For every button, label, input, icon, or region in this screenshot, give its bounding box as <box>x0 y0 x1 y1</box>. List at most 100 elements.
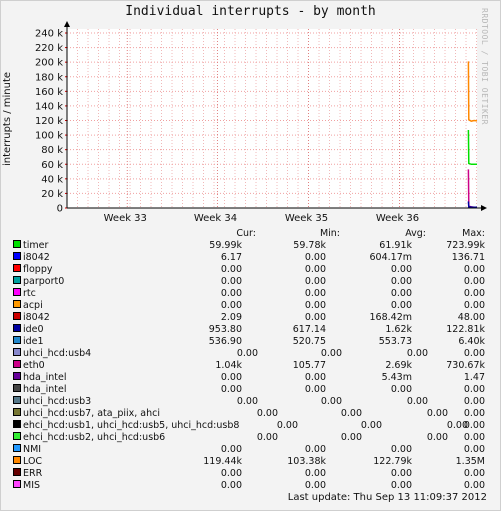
legend-max: 136.71 <box>451 252 485 263</box>
legend-max: 0.00 <box>463 420 485 431</box>
legend-min: 0.00 <box>304 312 326 323</box>
legend-max: 122.81k <box>446 324 485 335</box>
legend-swatch <box>13 324 21 332</box>
legend-row: i8042 2.09 0.00 168.42m 48.00 <box>0 312 501 324</box>
legend-cur: 0.00 <box>220 468 242 479</box>
legend-header: Cur: Min: Avg: Max: <box>0 228 501 240</box>
legend-row: LOC 119.44k 103.38k 122.79k 1.35M <box>0 456 501 468</box>
legend-swatch <box>13 444 21 452</box>
legend-cur: 953.80 <box>208 324 242 335</box>
legend-swatch <box>13 396 21 404</box>
series-line-ide0 <box>467 201 477 209</box>
legend-avg: 604.17m <box>369 252 413 263</box>
y-tick-label: 180 k <box>35 72 63 83</box>
legend-avg: 5.43m <box>381 372 412 383</box>
legend-name: hda_intel <box>23 384 67 395</box>
legend-swatch <box>13 480 21 488</box>
legend-min: 0.00 <box>360 420 382 431</box>
legend-min: 617.14 <box>292 324 326 335</box>
x-tick-label: Week 36 <box>376 213 419 224</box>
legend-row: timer 59.99k 59.78k 61.91k 723.99k <box>0 240 501 252</box>
legend-swatch <box>13 360 21 368</box>
legend-max: 0.00 <box>463 432 485 443</box>
last-update: Last update: Thu Sep 13 11:09:37 2012 <box>287 492 487 503</box>
legend-name: eth0 <box>23 360 45 371</box>
legend-swatch <box>13 276 21 284</box>
legend-max: 0.00 <box>463 288 485 299</box>
legend-max: 0.00 <box>463 468 485 479</box>
legend-swatch <box>13 300 21 308</box>
legend-name: i8042 <box>23 252 50 263</box>
y-tick-label: 140 k <box>35 101 63 112</box>
chart-svg: 0 20 k 40 k 60 k 80 k 100 k 120 k 140 k 160 k 180… <box>35 21 487 224</box>
x-tick-label: Week 35 <box>285 213 328 224</box>
legend-avg: 0.00 <box>390 264 412 275</box>
legend-avg: 0.00 <box>390 444 412 455</box>
legend-avg: 0.00 <box>390 384 412 395</box>
y-tick-label: 200 k <box>35 58 63 69</box>
legend-cur: 0.00 <box>220 384 242 395</box>
legend-avg: 61.91k <box>379 240 412 251</box>
y-tick-label: 40 k <box>41 174 63 185</box>
legend-swatch <box>13 288 21 296</box>
legend-min: 0.00 <box>304 480 326 491</box>
legend-min: 0.00 <box>320 396 342 407</box>
legend-row: NMI 0.00 0.00 0.00 0.00 <box>0 444 501 456</box>
legend-name: NMI <box>23 444 42 455</box>
legend-cur: 0.00 <box>220 480 242 491</box>
legend-name: floppy <box>23 264 53 275</box>
legend-row: uhci_hcd:usb4 0.00 0.00 0.00 0.00 <box>0 348 501 360</box>
legend-cur: 0.00 <box>256 432 278 443</box>
y-tick-label: 160 k <box>35 87 63 98</box>
legend-min: 0.00 <box>304 300 326 311</box>
legend-name: ERR <box>23 468 43 479</box>
legend-row: i8042 6.17 0.00 604.17m 136.71 <box>0 252 501 264</box>
legend-cur: 0.00 <box>220 300 242 311</box>
legend-max: 0.00 <box>463 300 485 311</box>
legend-max: 0.00 <box>463 348 485 359</box>
header-min: Min: <box>319 228 340 239</box>
legend-min: 0.00 <box>304 276 326 287</box>
legend-max: 723.99k <box>446 240 485 251</box>
series-line-loc <box>467 61 478 122</box>
plot-area <box>67 29 477 208</box>
x-axis-arrow <box>481 205 487 211</box>
legend-min: 0.00 <box>340 408 362 419</box>
y-tick-label: 20 k <box>41 189 63 200</box>
legend-avg: 0.00 <box>390 300 412 311</box>
legend-max: 0.00 <box>463 444 485 455</box>
legend-max: 0.00 <box>463 384 485 395</box>
legend-min: 0.00 <box>304 252 326 263</box>
y-tick-label: 80 k <box>41 145 63 156</box>
legend-name: hda_intel <box>23 372 67 383</box>
legend-max: 0.00 <box>463 480 485 491</box>
legend-name: MIS <box>23 480 41 491</box>
legend-min: 520.75 <box>292 336 326 347</box>
legend-name: parport0 <box>23 276 65 287</box>
x-tick-label: Week 34 <box>194 213 237 224</box>
legend-swatch <box>13 240 21 248</box>
legend-avg: 553.73 <box>378 336 412 347</box>
legend-max: 1.35M <box>455 456 485 467</box>
legend-avg: 1.62k <box>385 324 412 335</box>
legend-name: ide0 <box>23 324 44 335</box>
legend-max: 0.00 <box>463 264 485 275</box>
legend-cur: 1.04k <box>215 360 242 371</box>
legend-cur: 536.90 <box>208 336 242 347</box>
legend-row: parport0 0.00 0.00 0.00 0.00 <box>0 276 501 288</box>
legend-row: hda_intel 0.00 0.00 0.00 0.00 <box>0 384 501 396</box>
legend-name: ide1 <box>23 336 44 347</box>
legend-avg: 168.42m <box>369 312 413 323</box>
legend-row: ide0 953.80 617.14 1.62k 122.81k <box>0 324 501 336</box>
legend-swatch <box>13 312 21 320</box>
header-avg: Avg: <box>405 228 426 239</box>
legend-row: ehci_hcd:usb1, uhci_hcd:usb5, uhci_hcd:u… <box>0 420 501 432</box>
legend-cur: 0.00 <box>236 348 258 359</box>
legend-max: 0.00 <box>463 276 485 287</box>
legend-row: floppy 0.00 0.00 0.00 0.00 <box>0 264 501 276</box>
header-max: Max: <box>462 228 485 239</box>
legend-min: 0.00 <box>304 384 326 395</box>
legend-avg: 0.00 <box>426 432 448 443</box>
legend-max: 730.67k <box>446 360 485 371</box>
legend-swatch <box>13 420 21 428</box>
